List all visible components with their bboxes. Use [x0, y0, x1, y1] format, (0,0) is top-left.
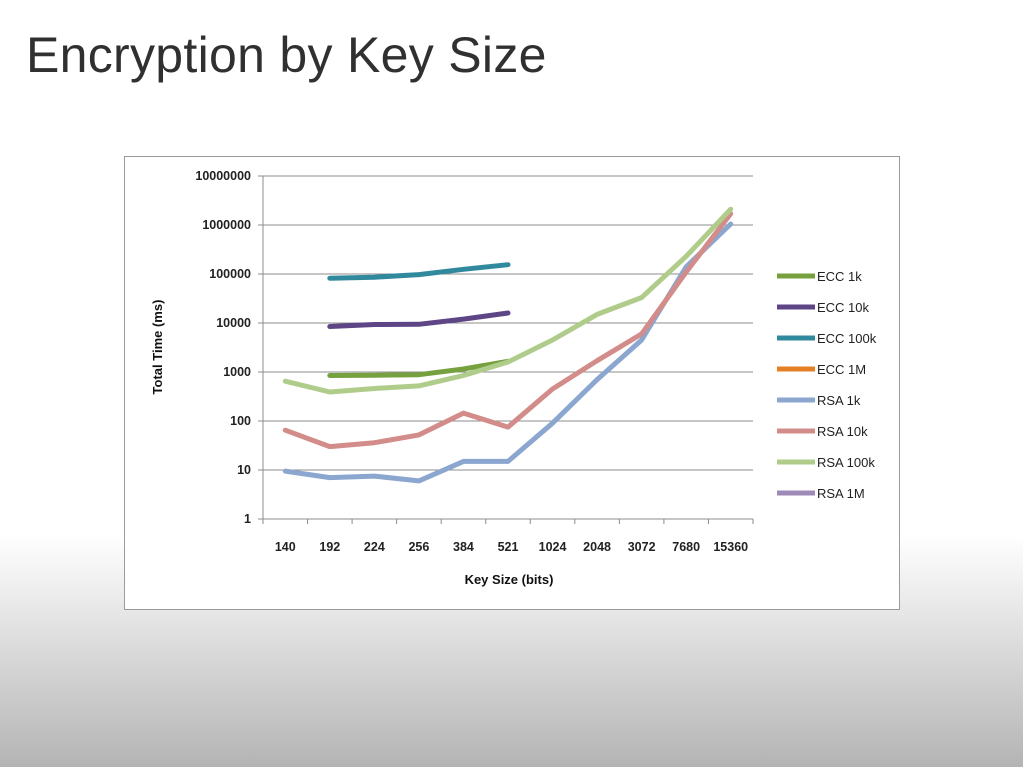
y-tick-labels: 10000000 1000000 100000 10000 1000 100 10 1 — [195, 169, 251, 526]
x-tick-label: 3072 — [628, 540, 656, 554]
x-tick-labels: 140 192 224 256 384 521 1024 2048 3072 7680 15360 — [275, 540, 748, 554]
series-lines — [282, 206, 734, 484]
x-tick-label: 140 — [275, 540, 296, 554]
y-tick-label: 1000 — [223, 365, 251, 379]
legend-label: ECC 1k — [817, 269, 862, 284]
y-tick-label: 100 — [230, 414, 251, 428]
y-tick-label: 10 — [237, 463, 251, 477]
x-tick-label: 224 — [364, 540, 385, 554]
series-line — [327, 262, 511, 281]
slide-title: Encryption by Key Size — [26, 27, 547, 83]
chart-frame: 10000000 1000000 100000 10000 1000 100 10 1 140… — [124, 156, 900, 610]
legend-label: ECC 1M — [817, 362, 866, 377]
y-tick-label: 100000 — [209, 267, 251, 281]
legend-label: ECC 10k — [817, 300, 870, 315]
legend-label: RSA 1k — [817, 393, 861, 408]
grid-lines — [263, 175, 753, 471]
series-line — [282, 206, 734, 395]
x-tick-label: 384 — [453, 540, 474, 554]
x-tick-label: 256 — [408, 540, 429, 554]
legend-label: RSA 10k — [817, 424, 868, 439]
x-tick-label: 192 — [319, 540, 340, 554]
series-line — [327, 310, 511, 329]
x-tick-label: 2048 — [583, 540, 611, 554]
y-tick-label: 10000000 — [195, 169, 251, 183]
legend-label: RSA 100k — [817, 455, 875, 470]
y-axis-title: Total Time (ms) — [150, 300, 165, 395]
y-tick-label: 10000 — [216, 316, 251, 330]
axes — [258, 175, 754, 524]
x-tick-label: 521 — [498, 540, 519, 554]
x-tick-label: 1024 — [539, 540, 567, 554]
series-line — [282, 211, 734, 450]
x-tick-label: 15360 — [713, 540, 748, 554]
y-tick-label: 1 — [244, 512, 251, 526]
line-chart: 10000000 1000000 100000 10000 1000 100 10 1 140… — [150, 169, 877, 587]
y-tick-label: 1000000 — [202, 218, 251, 232]
series-line — [327, 358, 511, 378]
legend-label: ECC 100k — [817, 331, 877, 346]
x-axis-title: Key Size (bits) — [465, 572, 554, 587]
legend-label: RSA 1M — [817, 486, 865, 501]
legend: ECC 1k ECC 10k ECC 100k ECC 1M RSA 1k RSA 10k… — [777, 269, 877, 501]
x-tick-label: 7680 — [672, 540, 700, 554]
